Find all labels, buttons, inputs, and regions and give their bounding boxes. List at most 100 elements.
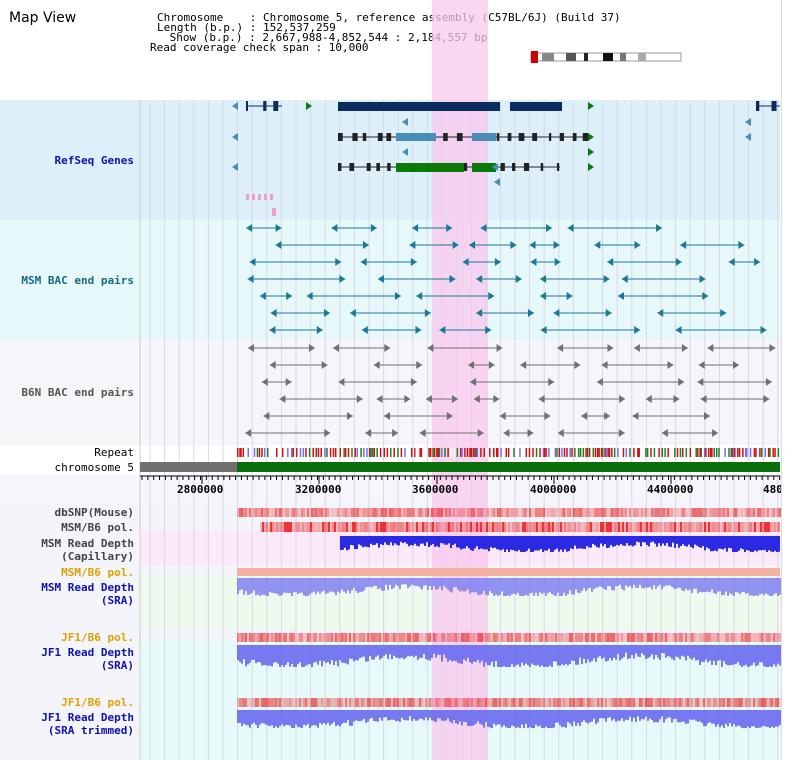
jf1-depth-sra-bar	[315, 645, 317, 662]
jf1-pol-trim-density	[653, 698, 655, 707]
dbsnp-density	[525, 508, 527, 517]
msm-depth-capillary-bar	[464, 536, 466, 549]
msm-pol-density	[616, 522, 618, 532]
msm-depth-sra-bar	[609, 578, 611, 587]
jf1-depth-trim-bar	[317, 710, 319, 728]
jf1-pol-trim-density	[265, 698, 267, 707]
refseq-genes-label[interactable]: RefSeq Genes	[54, 154, 134, 167]
msm-pol-density	[572, 522, 574, 532]
msm-pol-density	[514, 522, 516, 532]
msm-pol-density	[740, 522, 742, 532]
jf1-pol-trim-density	[599, 698, 601, 707]
msm-depth-sra-bar	[527, 578, 529, 596]
jf1-depth-sra-bar	[329, 645, 331, 665]
msm-pol-density	[628, 522, 630, 532]
jf1-depth-sra-bar	[455, 645, 457, 661]
msm-pol-label[interactable]: MSM/B6 pol.	[61, 521, 134, 534]
jf1-depth-trim-bar	[495, 710, 497, 726]
gene-exon	[548, 133, 552, 141]
jf1-depth-sra-bar	[239, 645, 241, 662]
jf1-depth-trim-bar	[449, 710, 451, 722]
msm-pol-density	[674, 522, 676, 532]
jf1-depth-label-1[interactable]: JF1 Read Depth	[41, 646, 134, 659]
msm-pol-density	[500, 522, 502, 532]
msm-pol-density	[648, 522, 650, 532]
jf1-pol-trim-density	[431, 698, 433, 707]
msm-pol-density	[510, 522, 512, 532]
msm-depth-sra-bar	[319, 578, 321, 594]
msm-depth-capillary-bar	[754, 536, 756, 551]
msm-pol-density	[556, 522, 558, 532]
msm-depth-capillary-bar	[440, 536, 442, 543]
dbsnp-density	[589, 508, 591, 517]
repeat-element	[679, 448, 682, 457]
repeat-element	[253, 448, 256, 457]
jf1-trim-label-1[interactable]: JF1 Read Depth	[41, 711, 134, 724]
msm-depth-capillary-bar	[630, 536, 632, 546]
vertical-scrollbar[interactable]	[781, 0, 800, 760]
msm-depth-sra-bar	[599, 578, 601, 587]
repeat-element	[507, 448, 510, 457]
jf1-pol-trim-density	[471, 698, 473, 707]
b6n-bac-label[interactable]: B6N BAC end pairs	[21, 386, 134, 399]
msm-pol-density	[278, 522, 280, 532]
b6n-bac-pair-end	[346, 412, 353, 420]
msm-depth-capillary-bar	[556, 536, 558, 549]
jf1-pol-trim-label[interactable]: JF1/B6 pol.	[61, 696, 134, 709]
b6n-bac-pair-end	[333, 344, 340, 352]
msm-pol-density	[502, 522, 504, 532]
dbsnp-density	[623, 508, 625, 517]
jf1-depth-trim-bar	[577, 710, 579, 724]
jf1-pol-density	[287, 633, 289, 642]
jf1-pol-trim-density	[397, 698, 399, 707]
repeat-element	[432, 448, 434, 457]
jf1-pol-density	[389, 633, 391, 642]
msm-depth-sra-label-1[interactable]: MSM Read Depth	[41, 581, 134, 594]
jf1-depth-trim-bar	[481, 710, 483, 725]
strand-arrow	[402, 118, 408, 126]
msm-depth-capillary-bar	[514, 536, 516, 551]
msm-bac-pair-end	[270, 309, 277, 317]
msm-pol-density	[262, 522, 264, 532]
jf1-depth-sra-bar	[631, 645, 633, 655]
msm-pol-density	[620, 522, 622, 532]
jf1-pol-density	[303, 633, 305, 642]
jf1-pol-label[interactable]: JF1/B6 pol.	[61, 631, 134, 644]
jf1-depth-trim-bar	[705, 710, 707, 727]
jf1-pol-density	[701, 633, 703, 642]
jf1-pol-density	[703, 633, 705, 642]
b6n-bac-pair-end	[544, 412, 551, 420]
repeat-element	[415, 448, 418, 457]
msm-pol-density	[568, 522, 570, 532]
msm-depth-capillary-bar	[576, 536, 578, 549]
jf1-depth-sra-bar	[489, 645, 491, 666]
repeat-element	[582, 448, 585, 457]
msm-pol-density	[306, 522, 308, 532]
msm-depth-sra-bar	[673, 578, 675, 589]
jf1-pol-trim-density	[741, 698, 743, 707]
jf1-pol-trim-density	[321, 698, 323, 707]
msm-pol-sra-label[interactable]: MSM/B6 pol.	[61, 566, 134, 579]
chromosome-bar	[237, 462, 780, 472]
jf1-pol-density	[415, 633, 417, 642]
jf1-pol-trim-density	[705, 698, 707, 707]
dbsnp-density	[583, 508, 585, 517]
msm-bac-label[interactable]: MSM BAC end pairs	[21, 274, 134, 287]
b6n-bac-pair-end	[376, 395, 383, 403]
jf1-pol-density	[297, 633, 299, 642]
jf1-depth-sra-bar	[633, 645, 635, 659]
jf1-depth-sra-bar	[453, 645, 455, 661]
repeat-element	[242, 448, 244, 457]
jf1-depth-trim-bar	[721, 710, 723, 726]
jf1-depth-sra-bar	[433, 645, 435, 654]
msm-depth-cap-label-1[interactable]: MSM Read Depth	[41, 537, 134, 550]
jf1-depth-sra-bar	[257, 645, 259, 663]
msm-pol-density	[744, 522, 746, 532]
chromosome-ideogram[interactable]	[528, 50, 688, 64]
jf1-depth-trim-bar	[275, 710, 277, 727]
dbsnp-label[interactable]: dbSNP(Mouse)	[54, 506, 134, 519]
msm-pol-density	[566, 522, 568, 532]
msm-depth-capillary-bar	[470, 536, 472, 551]
msm-depth-capillary-bar	[424, 536, 426, 546]
